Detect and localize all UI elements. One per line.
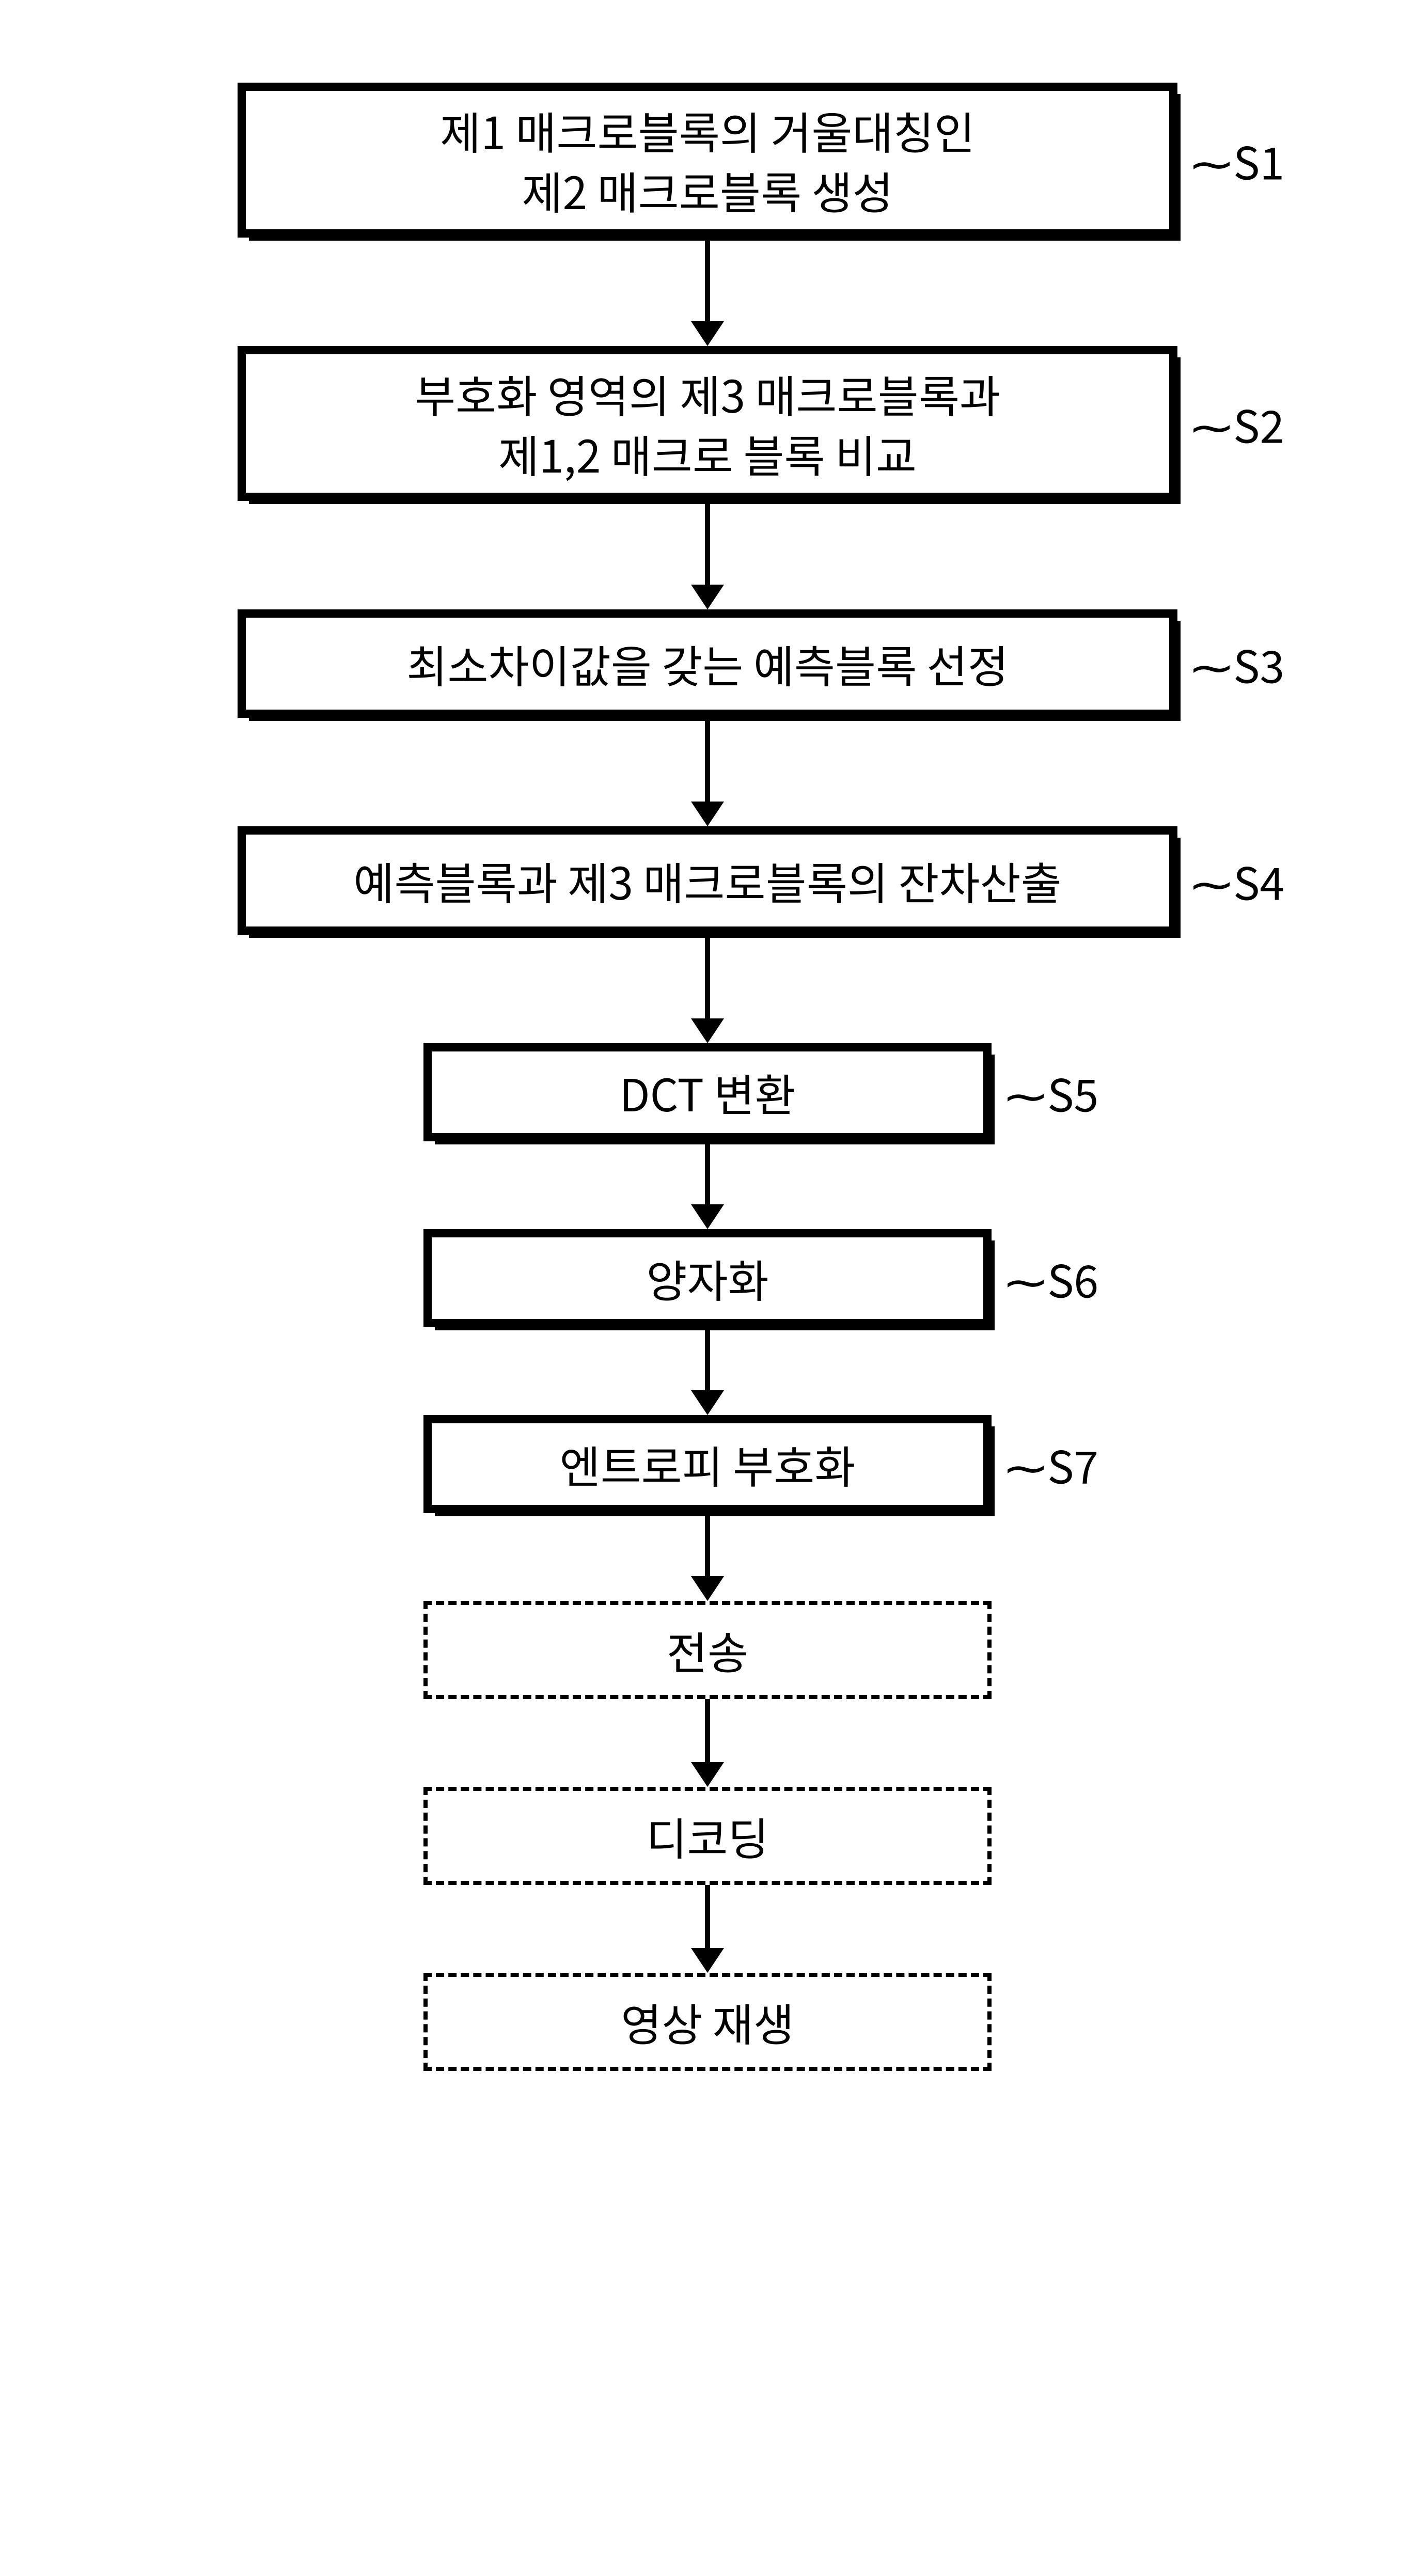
flow-step-label: ∼S1 — [1193, 128, 1284, 193]
flow-row: 부호화 영역의 제3 매크로블록과 제1,2 매크로 블록 비교∼S2 — [139, 346, 1276, 501]
flow-step-inner: 예측블록과 제3 매크로블록의 잔차산출 — [242, 830, 1173, 931]
arrow-head — [691, 1204, 724, 1229]
flow-step-s8: 전송 — [423, 1601, 992, 1699]
flow-step-label-text: S1 — [1233, 128, 1284, 193]
arrow-shaft — [705, 718, 710, 802]
flow-step-s5: DCT 변환 — [423, 1043, 992, 1141]
flow-step-label: ∼S4 — [1193, 849, 1284, 913]
tilde-icon: ∼ — [1187, 849, 1236, 913]
arrow-down-icon — [691, 1513, 724, 1601]
arrow-down-icon — [691, 1885, 724, 1973]
flow-row: 예측블록과 제3 매크로블록의 잔차산출∼S4 — [139, 826, 1276, 935]
flow-step-text: 최소차이값을 갖는 예측블록 선정 — [406, 634, 1008, 694]
flow-step-inner: 최소차이값을 갖는 예측블록 선정 — [242, 614, 1173, 714]
flow-step-s2: 부호화 영역의 제3 매크로블록과 제1,2 매크로 블록 비교 — [238, 346, 1177, 501]
flow-row: 영상 재생 — [139, 1973, 1276, 2071]
flow-row: 전송 — [139, 1601, 1276, 1699]
arrow-head — [691, 1948, 724, 1973]
flow-step-s1: 제1 매크로블록의 거울대칭인 제2 매크로블록 생성 — [238, 83, 1177, 238]
flow-step-label-text: S5 — [1047, 1060, 1098, 1125]
flow-row: 엔트로피 부호화 ∼S7 — [139, 1415, 1276, 1513]
flow-step-text: 디코딩 — [646, 1806, 768, 1866]
flow-step-inner: DCT 변환 — [428, 1047, 987, 1137]
flow-step-inner: 엔트로피 부호화 — [428, 1419, 987, 1509]
arrow-shaft — [705, 501, 710, 585]
arrow-shaft — [705, 1327, 710, 1390]
arrow-head — [691, 585, 724, 609]
arrow-head — [691, 802, 724, 826]
flow-step-text: 엔트로피 부호화 — [559, 1434, 855, 1494]
arrow-shaft — [705, 1513, 710, 1576]
arrow-shaft — [705, 1141, 710, 1204]
flow-row: 양자화 ∼S6 — [139, 1229, 1276, 1327]
flow-step-text: 예측블록과 제3 매크로블록의 잔차산출 — [353, 851, 1061, 910]
arrow-down-icon — [691, 1699, 724, 1787]
flow-step-text: 제1 매크로블록의 거울대칭인 제2 매크로블록 생성 — [440, 100, 975, 220]
flow-step-s7: 엔트로피 부호화 — [423, 1415, 992, 1513]
flow-step-text: 양자화 — [646, 1248, 768, 1308]
flow-step-text: DCT 변환 — [619, 1062, 795, 1122]
flow-step-inner: 제1 매크로블록의 거울대칭인 제2 매크로블록 생성 — [242, 87, 1173, 233]
flow-step-inner: 양자화 — [428, 1233, 987, 1323]
tilde-icon: ∼ — [1001, 1246, 1050, 1311]
flow-row: DCT 변환 ∼S5 — [139, 1043, 1276, 1141]
flow-step-s9: 디코딩 — [423, 1787, 992, 1885]
flow-step-s6: 양자화 — [423, 1229, 992, 1327]
flow-step-label: ∼S3 — [1193, 632, 1284, 696]
tilde-icon: ∼ — [1187, 632, 1236, 696]
flow-step-label-text: S4 — [1233, 849, 1284, 913]
arrow-down-icon — [691, 1327, 724, 1415]
arrow-shaft — [705, 1699, 710, 1762]
flow-step-s3: 최소차이값을 갖는 예측블록 선정 — [238, 609, 1177, 718]
arrow-down-icon — [691, 501, 724, 609]
flow-step-label-text: S7 — [1047, 1432, 1098, 1497]
arrow-head — [691, 1018, 724, 1043]
flow-step-s4: 예측블록과 제3 매크로블록의 잔차산출 — [238, 826, 1177, 935]
arrow-down-icon — [691, 1141, 724, 1229]
arrow-down-icon — [691, 718, 724, 826]
flow-step-s10: 영상 재생 — [423, 1973, 992, 2071]
flow-row: 최소차이값을 갖는 예측블록 선정∼S3 — [139, 609, 1276, 718]
flow-step-inner: 부호화 영역의 제3 매크로블록과 제1,2 매크로 블록 비교 — [242, 350, 1173, 497]
tilde-icon: ∼ — [1187, 128, 1236, 193]
flow-step-text: 부호화 영역의 제3 매크로블록과 제1,2 매크로 블록 비교 — [415, 364, 1000, 483]
arrow-down-icon — [691, 238, 724, 346]
tilde-icon: ∼ — [1001, 1060, 1050, 1125]
arrow-shaft — [705, 1885, 710, 1948]
arrow-down-icon — [691, 935, 724, 1043]
arrow-shaft — [705, 935, 710, 1018]
flowchart-container: 제1 매크로블록의 거울대칭인 제2 매크로블록 생성∼S1부호화 영역의 제3… — [139, 83, 1276, 2071]
flow-step-label: ∼S7 — [1007, 1432, 1098, 1497]
flow-step-label: ∼S6 — [1007, 1246, 1098, 1311]
flow-step-label-text: S3 — [1233, 632, 1284, 696]
flow-step-label-text: S6 — [1047, 1246, 1098, 1311]
tilde-icon: ∼ — [1001, 1432, 1050, 1497]
flow-row: 제1 매크로블록의 거울대칭인 제2 매크로블록 생성∼S1 — [139, 83, 1276, 238]
flow-step-label-text: S2 — [1233, 391, 1284, 456]
arrow-head — [691, 1576, 724, 1601]
arrow-head — [691, 1390, 724, 1415]
arrow-head — [691, 1762, 724, 1787]
tilde-icon: ∼ — [1187, 391, 1236, 456]
flow-step-label: ∼S2 — [1193, 391, 1284, 456]
flow-step-text: 전송 — [667, 1620, 748, 1680]
flow-step-label: ∼S5 — [1007, 1060, 1098, 1125]
arrow-shaft — [705, 238, 710, 321]
arrow-head — [691, 321, 724, 346]
flow-step-text: 영상 재생 — [621, 1992, 794, 2052]
flow-row: 디코딩 — [139, 1787, 1276, 1885]
